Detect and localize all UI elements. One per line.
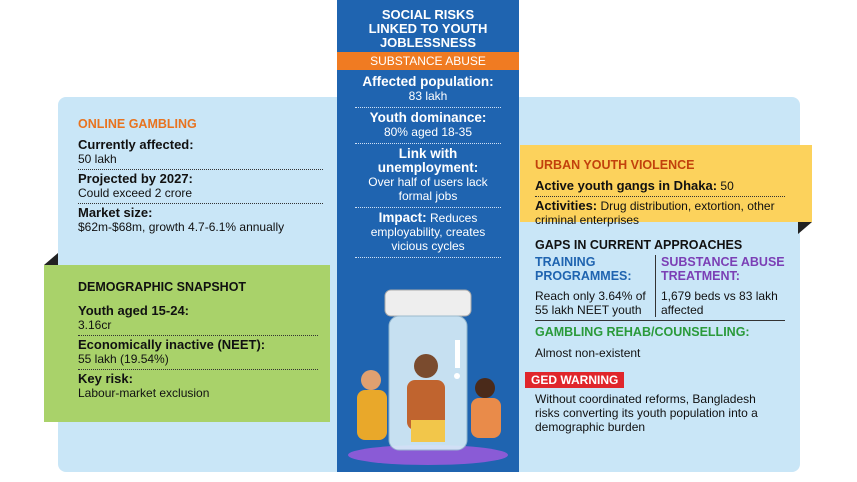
item: Market size: $62m-$68m, growth 4.7-6.1% a… bbox=[78, 204, 323, 237]
illustration bbox=[348, 289, 508, 465]
item: Affected population: 83 lakh bbox=[355, 72, 501, 108]
item-value: 50 lakh bbox=[78, 152, 117, 166]
tag: SUBSTANCE ABUSE bbox=[337, 52, 519, 70]
item: Projected by 2027: Could exceed 2 crore bbox=[78, 170, 323, 204]
main-title: SOCIAL RISKS LINKED TO YOUTH JOBLESSNESS bbox=[368, 7, 488, 50]
section-title: URBAN YOUTH VIOLENCE bbox=[535, 158, 695, 172]
item-label: Link with unemployment: bbox=[377, 146, 479, 175]
gambling-text: Almost non-existent bbox=[535, 346, 641, 360]
item-label: Activities: bbox=[535, 198, 598, 213]
item-value: Drug distribution, extortion, other crim… bbox=[535, 199, 775, 227]
item: Active youth gangs in Dhaka: 50 bbox=[535, 177, 785, 197]
urban-violence-box: URBAN YOUTH VIOLENCE Active youth gangs … bbox=[520, 145, 812, 234]
warning-text: Without coordinated reforms, Bangladesh … bbox=[535, 392, 758, 434]
item-label: Youth dominance: bbox=[369, 110, 487, 125]
column-heading: SUBSTANCE ABUSE TREATMENT: bbox=[661, 255, 785, 283]
item-value: $62m-$68m, growth 4.7-6.1% annually bbox=[78, 220, 285, 234]
item-value: Reduces employability, creates vicious c… bbox=[370, 211, 486, 253]
section-title: DEMOGRAPHIC SNAPSHOT bbox=[78, 280, 247, 294]
column-text: 1,679 beds vs 83 lakh affected bbox=[661, 289, 778, 317]
item-value: 83 lakh bbox=[408, 89, 448, 103]
column-text: Reach only 3.64% of 55 lakh NEET youth bbox=[535, 289, 646, 317]
item-label: Projected by 2027: bbox=[78, 171, 193, 186]
item: Key risk: Labour-market exclusion bbox=[78, 370, 318, 403]
item-label: Active youth gangs in Dhaka: bbox=[535, 178, 718, 193]
demographic-box: DEMOGRAPHIC SNAPSHOT Youth aged 15-24: 3.… bbox=[44, 253, 330, 422]
center-column: SOCIAL RISKS LINKED TO YOUTH JOBLESSNESS… bbox=[337, 0, 519, 472]
item: Economically inactive (NEET): 55 lakh (19… bbox=[78, 336, 318, 370]
item-label: Market size: bbox=[78, 205, 153, 220]
item-label: Impact: bbox=[378, 210, 427, 225]
item: Activities: Drug distribution, extortion… bbox=[535, 197, 785, 230]
online-gambling: ONLINE GAMBLING Currently affected: 50 la… bbox=[78, 117, 323, 237]
item-value: Over half of users lack formal jobs bbox=[368, 175, 488, 203]
item-value: 3.16cr bbox=[78, 318, 112, 332]
item-value: 80% aged 18-35 bbox=[383, 125, 473, 139]
item: Youth aged 15-24: 3.16cr bbox=[78, 302, 318, 336]
item-label: Key risk: bbox=[78, 371, 133, 386]
item-value: Labour-market exclusion bbox=[78, 386, 210, 400]
item: Currently affected: 50 lakh bbox=[78, 136, 323, 170]
item-label: Affected population: bbox=[362, 74, 494, 89]
item-label: Currently affected: bbox=[78, 137, 194, 152]
fold bbox=[44, 253, 58, 265]
section-title: ONLINE GAMBLING bbox=[78, 117, 197, 131]
item: Youth dominance: 80% aged 18-35 bbox=[355, 108, 501, 144]
item-label: Youth aged 15-24: bbox=[78, 303, 190, 318]
item: Impact: Reduces employability, creates v… bbox=[355, 208, 501, 258]
column-heading: TRAINING PROGRAMMES: bbox=[535, 255, 632, 283]
item-value: Could exceed 2 crore bbox=[78, 186, 193, 200]
item-label: Economically inactive (NEET): bbox=[78, 337, 266, 352]
fold bbox=[798, 222, 812, 234]
item: Link with unemployment: Over half of user… bbox=[355, 144, 501, 208]
item-value: 55 lakh (19.54%) bbox=[78, 352, 169, 366]
gambling-heading: GAMBLING REHAB/COUNSELLING: bbox=[535, 325, 750, 339]
section-title: GAPS IN CURRENT APPROACHES bbox=[535, 238, 743, 252]
item-value: 50 bbox=[720, 179, 734, 193]
gaps: GAPS IN CURRENT APPROACHES TRAINING PROG… bbox=[525, 238, 785, 434]
warning-label: GED WARNING bbox=[525, 372, 625, 388]
